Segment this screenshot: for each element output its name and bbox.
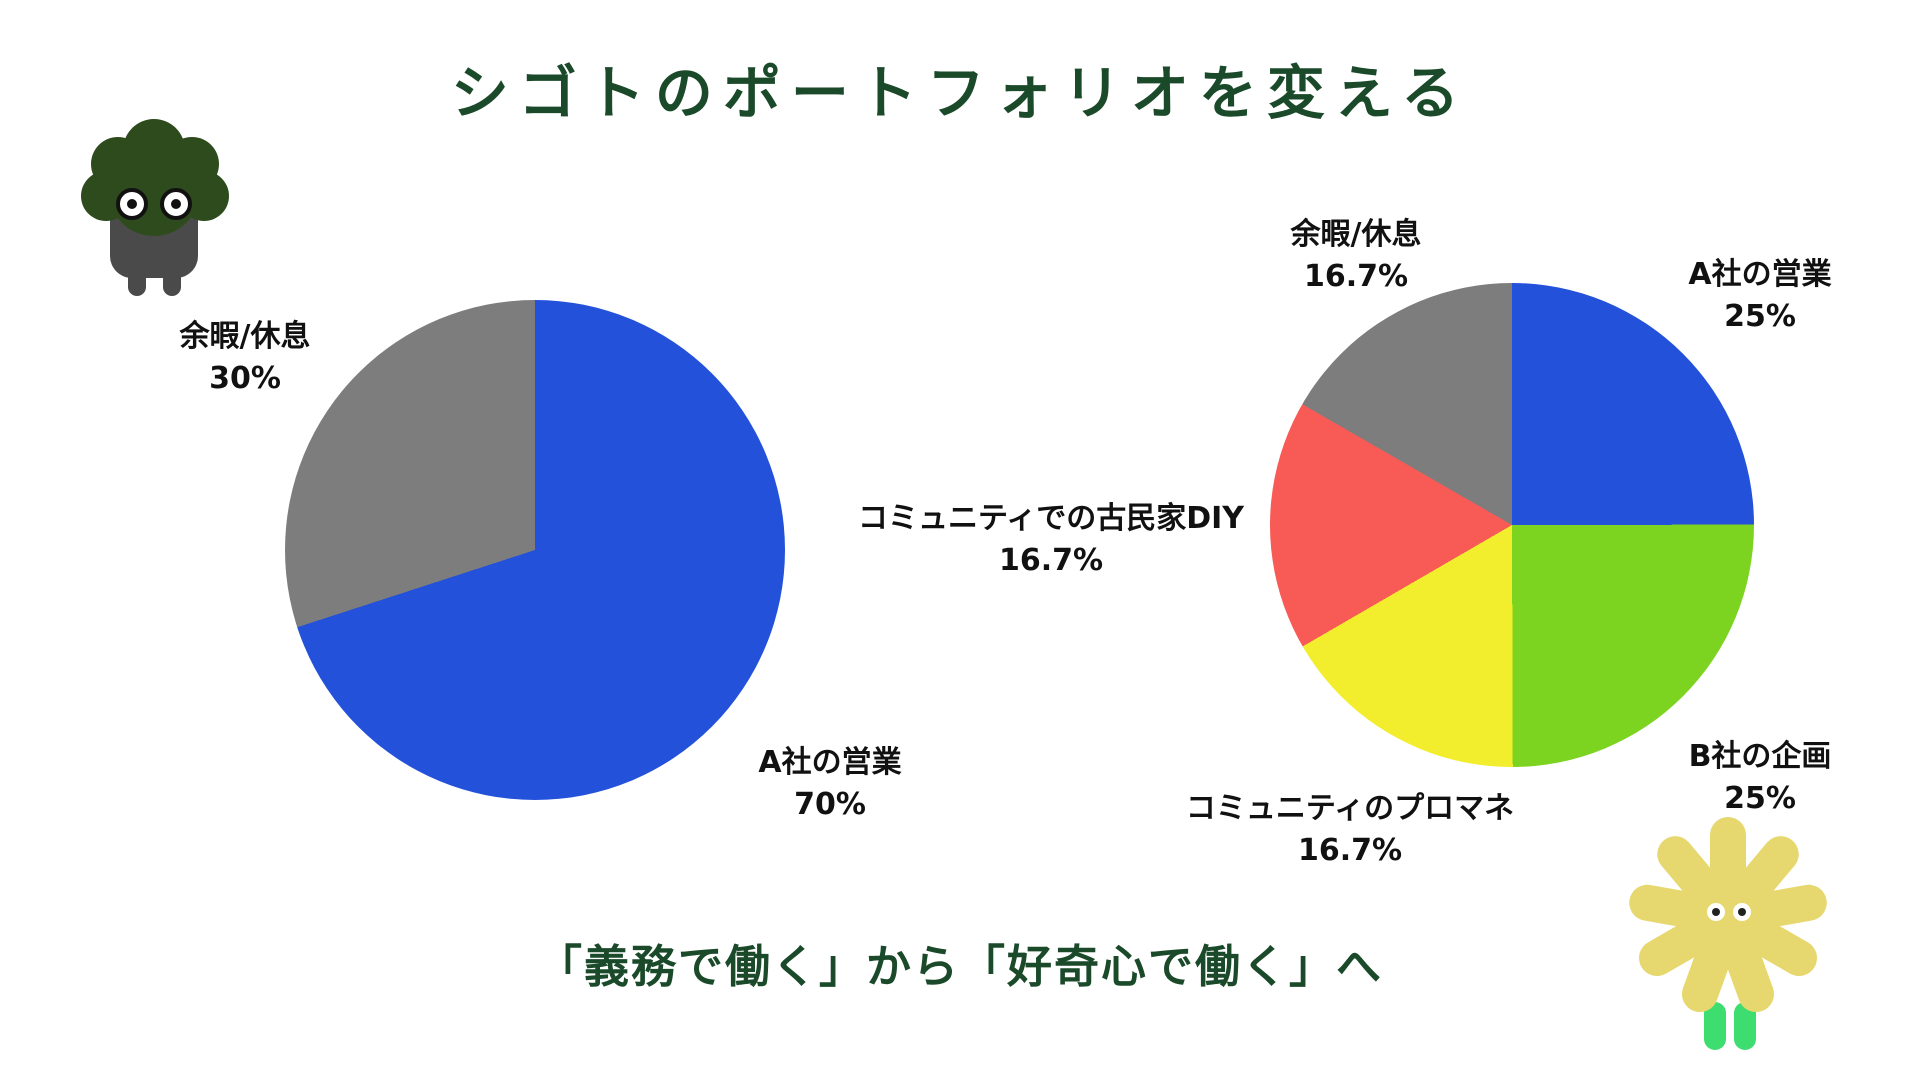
slice-pct: 30% xyxy=(209,361,281,396)
slice-pct: 16.7% xyxy=(998,543,1104,578)
pie-chart-before xyxy=(285,300,785,800)
pie-after-label-community-diy: コミュニティでの古民家DIY 16.7% xyxy=(836,498,1266,582)
pie-after-label-company-b-planning: B社の企画 25% xyxy=(1640,736,1880,820)
pie-after-label-leisure: 余暇/休息 16.7% xyxy=(1246,214,1466,298)
yellow-flower-mascot-icon xyxy=(1629,817,1827,1050)
slice-name: A社の営業 xyxy=(758,745,902,780)
slice-pct: 70% xyxy=(794,787,866,822)
footer-tagline: 「義務で働く」から「好奇心で働く」へ xyxy=(536,940,1383,993)
slice-name: 余暇/休息 xyxy=(1290,217,1422,252)
slice-pct: 25% xyxy=(1724,781,1796,816)
slice-name: コミュニティでの古民家DIY xyxy=(858,501,1244,536)
pie-after-label-community-pm: コミュニティのプロマネ 16.7% xyxy=(1140,788,1560,872)
pie-before-label-leisure: 余暇/休息 30% xyxy=(120,316,370,400)
green-creature-mascot-icon xyxy=(81,119,229,296)
slice-pct: 25% xyxy=(1724,299,1796,334)
slice-name: A社の営業 xyxy=(1688,257,1832,292)
pie-before-label-company-a-sales: A社の営業 70% xyxy=(700,742,960,826)
slice-pct: 16.7% xyxy=(1303,259,1409,294)
slice-name: 余暇/休息 xyxy=(179,319,311,354)
slice-name: B社の企画 xyxy=(1688,739,1832,774)
slice-pct: 16.7% xyxy=(1297,833,1403,868)
page-title: シゴトのポートフォリオを変える xyxy=(450,59,1470,127)
slice-name: コミュニティのプロマネ xyxy=(1185,791,1515,826)
pie-after-label-company-a-sales: A社の営業 25% xyxy=(1640,254,1880,338)
pie-chart-after xyxy=(1270,283,1754,767)
